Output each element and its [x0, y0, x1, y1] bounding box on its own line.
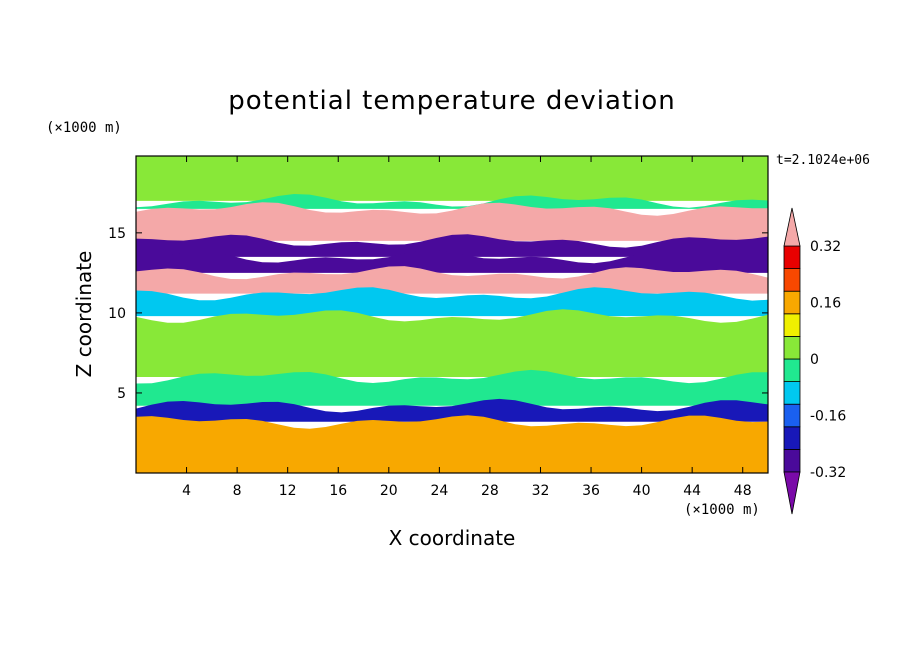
- colorbar-box: [783, 381, 801, 405]
- x-tick-label: 16: [329, 483, 347, 499]
- colorbar-max-arrow: [783, 207, 801, 247]
- x-axis-ticks: 4 8 12 16 20 24 28 32 36 40 44 48: [182, 156, 752, 499]
- contour-band: [136, 415, 768, 473]
- contour-band: [136, 266, 768, 294]
- x-tick-label: 24: [430, 483, 448, 499]
- plot-frame: [135, 155, 769, 474]
- x-tick-label: 12: [279, 483, 297, 499]
- contour-band: [136, 309, 768, 377]
- x-tick-label: 44: [683, 483, 701, 499]
- colorbar-tick-label: -0.32: [810, 465, 846, 481]
- colorbar-box: [783, 268, 801, 292]
- colorbar-tick-label: 0.32: [810, 239, 841, 255]
- y-tick-label: 15: [108, 226, 126, 242]
- x-tick-label: 32: [532, 483, 550, 499]
- time-label: t=2.1024e+06: [776, 153, 870, 168]
- contour-field: [136, 156, 768, 473]
- colorbar-box: [783, 245, 801, 270]
- contour-band: [136, 194, 768, 209]
- contour-band: [136, 202, 768, 241]
- contour-band: [136, 398, 768, 422]
- colorbar-box: [783, 426, 801, 450]
- colorbar-box: [783, 358, 801, 383]
- y-axis-unit: (×1000 m): [46, 120, 122, 136]
- contour-band: [136, 234, 768, 257]
- contour-band: [136, 156, 768, 201]
- x-tick-label: 28: [481, 483, 499, 499]
- y-tick-label: 10: [108, 306, 126, 322]
- x-tick-label: 4: [182, 483, 191, 499]
- x-tick-label: 20: [380, 483, 398, 499]
- contour-band: [136, 287, 768, 317]
- colorbar-tick-label: 0: [810, 352, 819, 368]
- colorbar-box: [783, 403, 801, 428]
- colorbar-box: [783, 290, 801, 315]
- chart-title: potential temperature deviation: [228, 86, 676, 116]
- y-tick-label: 5: [117, 386, 126, 402]
- colorbar-box: [783, 335, 801, 360]
- x-tick-label: 48: [734, 483, 752, 499]
- x-tick-label: 36: [582, 483, 600, 499]
- contour-band: [136, 369, 768, 406]
- colorbar: 0.32 0.16 0 -0.16 -0.32: [783, 207, 846, 515]
- colorbar-tick-label: -0.16: [810, 409, 846, 425]
- colorbar-box: [783, 313, 801, 337]
- y-axis-ticks: 5 10 15: [108, 226, 768, 402]
- x-tick-label: 40: [633, 483, 651, 499]
- x-tick-label: 8: [233, 483, 242, 499]
- colorbar-box: [783, 448, 801, 473]
- colorbar-min-arrow: [783, 471, 801, 515]
- colorbar-tick-label: 0.16: [810, 296, 841, 312]
- x-axis-label: X coordinate: [388, 526, 516, 550]
- contour-band: [136, 250, 768, 273]
- x-axis-unit: (×1000 m): [684, 502, 760, 518]
